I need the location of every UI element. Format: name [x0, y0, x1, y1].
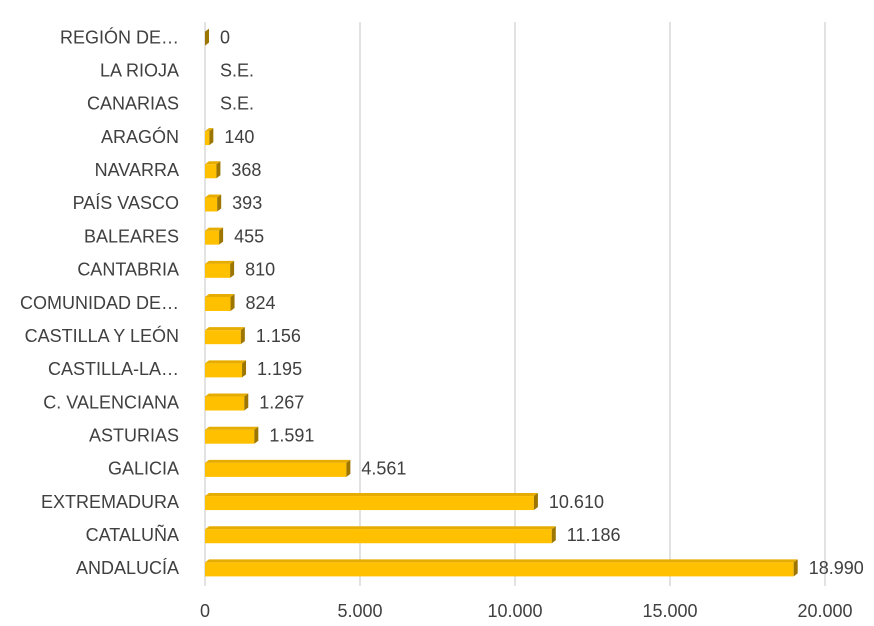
bar: [205, 263, 231, 278]
data-label: 824: [246, 293, 276, 313]
bar-side: [219, 227, 224, 245]
y-tick-label: CATALUÑA: [86, 524, 179, 545]
bar-side: [230, 294, 235, 311]
y-tick-label: C. VALENCIANA: [43, 392, 179, 412]
data-label: 11.186: [567, 525, 621, 545]
bar: [205, 330, 241, 345]
data-label: 4.561: [361, 459, 406, 479]
bar-top: [205, 559, 798, 563]
bar: [205, 230, 220, 245]
bar-side: [533, 493, 538, 511]
y-tick-label: COMUNIDAD DE…: [20, 293, 179, 313]
data-label: 1.156: [256, 326, 301, 346]
data-label: 368: [231, 160, 261, 180]
bar-side: [205, 28, 209, 46]
data-label: 1.195: [257, 359, 302, 379]
bar-side: [793, 559, 798, 577]
bar-side: [216, 161, 221, 179]
data-label: 1.267: [259, 392, 304, 412]
y-tick-label: CASTILLA-LA…: [48, 359, 179, 379]
data-label: 0: [220, 27, 230, 47]
bar-top: [205, 227, 224, 231]
bar: [205, 131, 210, 146]
bar-top: [205, 493, 538, 497]
y-tick-label: CASTILLA Y LEÓN: [25, 325, 179, 346]
bar-top: [205, 327, 245, 331]
bar: [205, 429, 255, 444]
data-label: 810: [245, 260, 275, 280]
data-label: S.E.: [220, 94, 254, 114]
bar: [205, 529, 552, 544]
data-label: 393: [232, 193, 262, 213]
y-tick-label: CANTABRIA: [77, 260, 179, 280]
y-tick-label: REGIÓN DE…: [60, 26, 179, 47]
y-tick-label: PAÍS VASCO: [73, 193, 179, 213]
y-tick-label: ARAGÓN: [101, 126, 179, 147]
bar-side: [230, 260, 235, 278]
bar-side: [244, 393, 249, 411]
bar-side: [346, 459, 351, 477]
bar: [205, 562, 794, 577]
bar-top: [205, 161, 221, 165]
bar: [205, 363, 243, 378]
bar: [205, 297, 231, 311]
bar: [205, 396, 245, 411]
bar: [205, 496, 534, 511]
bar-top: [205, 360, 247, 364]
bar-top: [205, 526, 556, 530]
data-label: S.E.: [220, 61, 254, 81]
x-tick-label: 5.000: [337, 601, 382, 621]
bar-top: [205, 393, 249, 397]
y-tick-label: ANDALUCÍA: [76, 558, 179, 578]
bar-top: [205, 260, 235, 264]
bar-side: [551, 526, 556, 544]
bar-top: [205, 194, 222, 198]
data-label: 1.591: [269, 425, 314, 445]
y-tick-label: ASTURIAS: [89, 425, 179, 445]
bar: [205, 462, 347, 477]
bar: [205, 197, 218, 212]
y-tick-label: EXTREMADURA: [41, 492, 179, 512]
y-tick-label: NAVARRA: [95, 160, 179, 180]
bar-top: [205, 459, 351, 463]
bar-top: [205, 294, 235, 297]
bar-side: [209, 128, 214, 146]
y-tick-label: BALEARES: [84, 226, 179, 246]
y-tick-label: GALICIA: [108, 459, 179, 479]
bar-side: [254, 426, 259, 444]
bar-top: [205, 128, 214, 132]
x-tick-label: 10.000: [487, 601, 542, 621]
x-tick-label: 20.000: [797, 601, 852, 621]
x-tick-label: 0: [200, 601, 210, 621]
bar: [205, 164, 217, 179]
data-label: 455: [234, 226, 264, 246]
y-tick-label: LA RIOJA: [100, 61, 179, 81]
data-label: 10.610: [549, 492, 604, 512]
x-tick-label: 15.000: [642, 601, 697, 621]
y-tick-label: CANARIAS: [87, 94, 179, 114]
bar-side: [240, 327, 245, 345]
data-label: 18.990: [809, 558, 864, 578]
data-label: 140: [224, 127, 254, 147]
bar-top: [205, 426, 259, 430]
bar-side: [217, 194, 222, 212]
bar-side: [242, 360, 247, 378]
